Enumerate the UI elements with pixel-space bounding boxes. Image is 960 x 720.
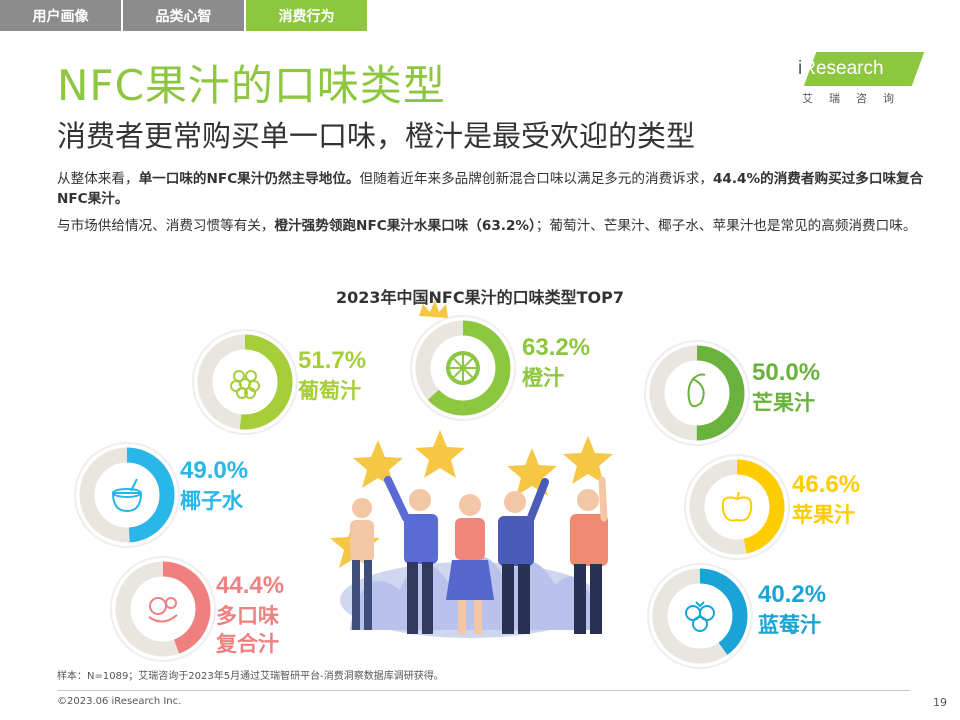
value-label: 40.2%	[758, 581, 826, 608]
blueberry	[692, 616, 708, 632]
category-label: 椰子水	[180, 489, 244, 513]
iresearch-logo: iResearch 艾瑞咨询	[796, 52, 925, 108]
tab-user-profile[interactable]: 用户画像	[0, 0, 121, 31]
logo-cn-text: 艾瑞咨询	[802, 92, 910, 105]
footer-divider	[57, 690, 910, 691]
category-label: 复合汁	[215, 632, 279, 656]
summary-paragraph-2: 与市场供给情况、消费习惯等有关，橙汁强势领跑NFC果汁水果口味（63.2%）；葡…	[57, 218, 917, 234]
person-figure	[570, 476, 608, 634]
apple-body	[721, 496, 753, 522]
mango-shape	[687, 377, 705, 408]
coconut-rim	[112, 488, 142, 498]
page-title: NFC果汁的口味类型	[57, 61, 446, 110]
donut-arc	[649, 345, 745, 441]
category-label: 葡萄汁	[297, 379, 361, 403]
category-label: 蓝莓汁	[758, 613, 821, 637]
donut-arc	[652, 568, 748, 664]
grape-icon	[230, 370, 260, 399]
category-label: 苹果汁	[792, 503, 855, 527]
value-label: 63.2%	[522, 334, 590, 361]
blueberry-leaf	[695, 601, 705, 608]
person-figure	[498, 478, 549, 634]
donut-item-grape: 51.7% 葡萄汁	[192, 329, 366, 435]
person-figure	[384, 476, 438, 634]
orange-segment	[453, 358, 464, 369]
logo-wordmark: iResearch	[798, 58, 884, 79]
value-label: 50.0%	[752, 359, 820, 386]
donut-arc	[79, 447, 175, 543]
apple-icon	[721, 491, 753, 522]
source-note: 样本：N=1089；艾瑞咨询于2023年5月通过艾瑞智研平台-消费洞察数据库调研…	[57, 671, 444, 682]
grape-berry	[236, 387, 248, 399]
tab-consumer-behavior[interactable]: 消费行为	[246, 0, 367, 31]
value-label: 51.7%	[298, 347, 366, 374]
donut-item-coconut: 49.0% 椰子水	[74, 442, 248, 548]
category-label: 芒果汁	[752, 391, 815, 415]
orange-segment	[462, 358, 473, 369]
donut-item-orange-slice: 63.2% 橙汁	[410, 300, 590, 421]
mango-icon	[687, 373, 706, 408]
donut-arc	[115, 561, 211, 657]
top-tabs: 用户画像 品类心智 消费行为	[0, 0, 369, 31]
coconut-shell	[111, 492, 143, 513]
page-subtitle: 消费者更常购买单一口味，橙汁是最受欢迎的类型	[57, 119, 696, 153]
donut-arc	[415, 320, 511, 416]
star-icon	[353, 440, 403, 488]
blueberry	[699, 605, 715, 621]
orange-segment	[453, 367, 464, 378]
orange-segment	[462, 367, 473, 378]
donut-arc	[689, 459, 785, 555]
summary-paragraph-1: 从整体来看，单一口味的NFC果汁仍然主导地位。但随着近年来多品牌创新混合口味以满…	[57, 171, 924, 207]
coconut-icon	[111, 478, 143, 513]
person-figure	[446, 494, 494, 634]
center-illustration	[330, 430, 613, 638]
person-figure	[350, 498, 374, 630]
copyright-text: ©2023.06 iResearch Inc.	[57, 696, 182, 707]
grape-berry	[230, 380, 242, 392]
tab-category-mind[interactable]: 品类心智	[123, 0, 244, 31]
orange-slice-icon	[446, 351, 480, 385]
blueberry-icon	[685, 601, 715, 632]
donut-item-apple: 46.6% 苹果汁	[684, 454, 860, 560]
coconut-straw	[130, 478, 138, 492]
star-icon	[563, 436, 613, 484]
category-label: 多口味	[216, 604, 279, 628]
page-number: 19	[933, 696, 947, 709]
star-icon	[507, 448, 557, 496]
grape-berry	[244, 387, 256, 399]
value-label: 44.4%	[216, 572, 284, 599]
mango-leaf	[692, 373, 706, 380]
apple-stem	[736, 491, 740, 500]
value-label: 46.6%	[792, 471, 860, 498]
donut-arc	[197, 334, 293, 430]
donut-item-mango: 50.0% 芒果汁	[644, 340, 820, 446]
star-icon	[415, 430, 465, 478]
crown-icon	[419, 300, 448, 318]
chart-title: 2023年中国NFC果汁的口味类型TOP7	[336, 288, 624, 307]
donut-item-blueberry: 40.2% 蓝莓汁	[647, 563, 826, 669]
category-label: 橙汁	[522, 366, 564, 390]
fruit-cherry	[165, 597, 177, 609]
mixed-fruit-icon	[148, 597, 178, 623]
fruit-banana	[148, 614, 178, 623]
value-label: 49.0%	[180, 457, 248, 484]
